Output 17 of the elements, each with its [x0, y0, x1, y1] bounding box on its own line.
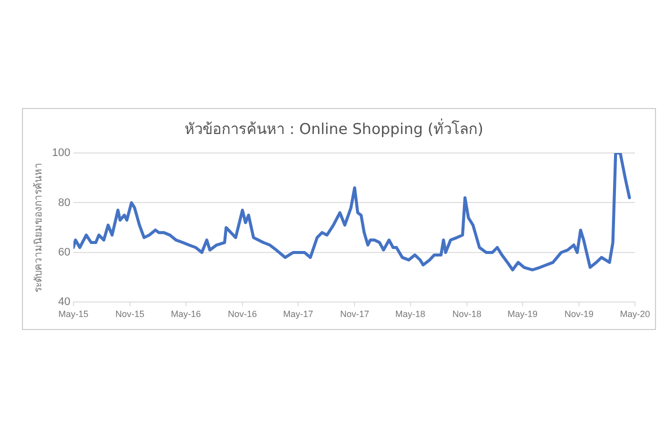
- x-tick-label: May-18: [395, 309, 426, 320]
- chart-title: หัวข้อการค้นหา : Online Shopping (ทั่วโลก): [184, 118, 484, 138]
- y-tick-label: 80: [58, 196, 70, 209]
- x-tick-label: Nov-15: [115, 309, 144, 320]
- x-tick-label: May-16: [170, 309, 201, 320]
- x-tick-label: Nov-18: [452, 309, 482, 320]
- x-tick-label: Nov-19: [564, 309, 594, 320]
- x-tick-label: May-20: [620, 309, 650, 320]
- x-tick-label: May-17: [283, 309, 314, 320]
- x-tick-label: May-15: [58, 309, 88, 320]
- x-tick-label: Nov-17: [340, 309, 370, 320]
- y-axis-title: ระดับความนิยมของการค้นหา: [32, 162, 45, 293]
- y-tick-label: 100: [52, 147, 70, 160]
- x-tick-label: Nov-16: [228, 309, 257, 320]
- x-tick-label: May-19: [507, 309, 538, 320]
- y-tick-label: 60: [58, 246, 70, 258]
- y-tick-label: 40: [58, 296, 70, 308]
